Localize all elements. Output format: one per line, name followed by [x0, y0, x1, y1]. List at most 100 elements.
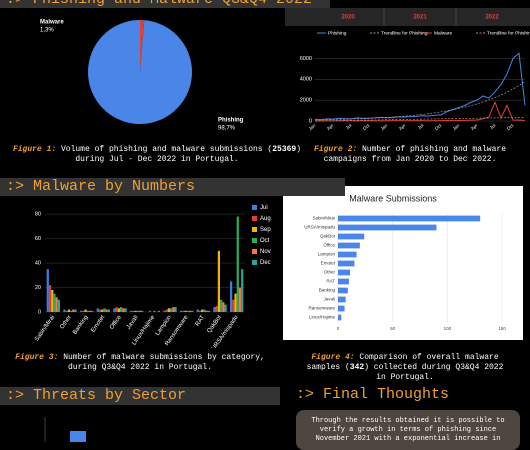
x-tick-label: Oct: [434, 122, 443, 131]
bar: [186, 310, 189, 312]
bar: [98, 309, 102, 312]
bar: [338, 251, 357, 258]
year-label: 2021: [413, 15, 427, 21]
legend-label: Nov: [260, 249, 271, 255]
y-tick-label: 80: [35, 212, 41, 218]
series-line: [314, 81, 526, 121]
x-tick-label: 50: [390, 326, 396, 331]
x-tick-label: Jul: [417, 123, 425, 131]
bar: [217, 250, 220, 312]
section-header: :> Threats by Sector: [0, 387, 280, 405]
legend-label: Dec: [260, 260, 271, 266]
pie-chart: Phishing 98,7% Malware 1,3%: [40, 20, 244, 132]
bar: [165, 309, 168, 312]
caption-text: Number of phishing and malware campaigns…: [323, 145, 507, 164]
bar: [46, 269, 49, 312]
bar: [51, 289, 54, 312]
y-tick-label: Ransomware: [308, 306, 335, 311]
year-label: 2020: [341, 15, 355, 21]
bar: [338, 224, 437, 231]
bar: [101, 309, 104, 312]
bar: [215, 305, 218, 312]
bar-fragment: [70, 431, 86, 442]
legend-swatch: [252, 238, 257, 243]
legend-swatch: [252, 205, 257, 210]
bar: [55, 297, 58, 312]
y-tick-label: 40: [35, 261, 41, 267]
bar: [134, 310, 137, 312]
legend-swatch: [252, 260, 257, 265]
bar: [220, 299, 223, 312]
caption-label: Figure 4:: [311, 353, 355, 362]
y-tick-label: QakBot: [320, 234, 336, 239]
series-line: [314, 100, 526, 122]
pie-label: Phishing: [218, 118, 244, 124]
bar: [65, 310, 68, 312]
y-tick-label: RAT: [326, 279, 335, 284]
bar: [236, 216, 239, 312]
section-header: :> Final Thoughts: [296, 386, 450, 403]
chart-background: [283, 186, 523, 340]
bar: [338, 242, 360, 249]
series-line: [314, 117, 526, 122]
bar: [53, 293, 56, 312]
bar: [338, 287, 348, 294]
y-tick-label: 2000: [300, 98, 312, 104]
x-tick-label: 0: [337, 326, 340, 331]
bar: [157, 310, 160, 312]
bar: [172, 307, 175, 312]
bar: [230, 281, 233, 312]
bar: [122, 308, 125, 312]
legend-swatch: [252, 227, 257, 232]
pie-value-label: 98,7%: [218, 126, 236, 132]
legend-label: Phishing: [328, 30, 347, 36]
bar: [74, 309, 77, 312]
y-tick-label: Banking: [319, 288, 336, 293]
bar: [48, 285, 52, 312]
bar: [138, 310, 142, 312]
bar: [174, 307, 177, 312]
legend-swatch: [252, 249, 257, 254]
bar: [96, 308, 99, 312]
x-tick-label: Apr: [326, 123, 335, 132]
series-line: [314, 52, 526, 121]
y-tick-label: 6000: [300, 56, 312, 62]
bar: [338, 296, 346, 303]
legend-label: Malware: [434, 30, 452, 36]
bar: [130, 310, 133, 312]
bar: [338, 305, 345, 312]
caption: Figure 4: Comparison of overall malware …: [300, 353, 510, 383]
bar: [148, 310, 152, 312]
x-tick-label: Jul: [489, 123, 497, 131]
final-thoughts-text: Through the results obtained it is possi…: [311, 417, 505, 443]
caption: Figure 2: Number of phishing and malware…: [295, 145, 525, 165]
y-tick-label: 60: [35, 236, 41, 242]
x-tick-label: Jul: [345, 123, 353, 131]
bar: [88, 310, 92, 312]
y-tick-label: 0: [38, 309, 41, 315]
x-tick-label: Apr: [398, 123, 407, 132]
bar: [167, 308, 170, 312]
chart-title: Malware Submissions: [349, 193, 437, 203]
legend-label: Aug: [260, 216, 271, 222]
bar: [105, 309, 108, 312]
x-tick-label: Oct: [506, 122, 515, 131]
y-tick-label: 4000: [300, 77, 312, 83]
bar: [107, 309, 110, 312]
bar: [184, 310, 187, 312]
x-tick-label: Office: [109, 314, 123, 331]
bar: [191, 310, 194, 312]
bar: [205, 310, 208, 312]
caption-text: ) during Jul - Dec 2022 in Portugal.: [75, 145, 302, 164]
legend-label: Jul: [260, 205, 268, 211]
bar: [338, 278, 349, 285]
bar: [153, 310, 156, 312]
x-tick-label: Jan: [380, 123, 389, 132]
bar: [196, 309, 199, 312]
pie-label: Malware: [40, 20, 64, 26]
bar-chart: 0 20 40 60 80 Sabin/Mirai Other Banking Emotet Of…: [34, 205, 271, 348]
caption-number: 25369: [272, 145, 297, 154]
x-tick-label: Other: [59, 315, 73, 331]
year-strip: [285, 8, 530, 26]
